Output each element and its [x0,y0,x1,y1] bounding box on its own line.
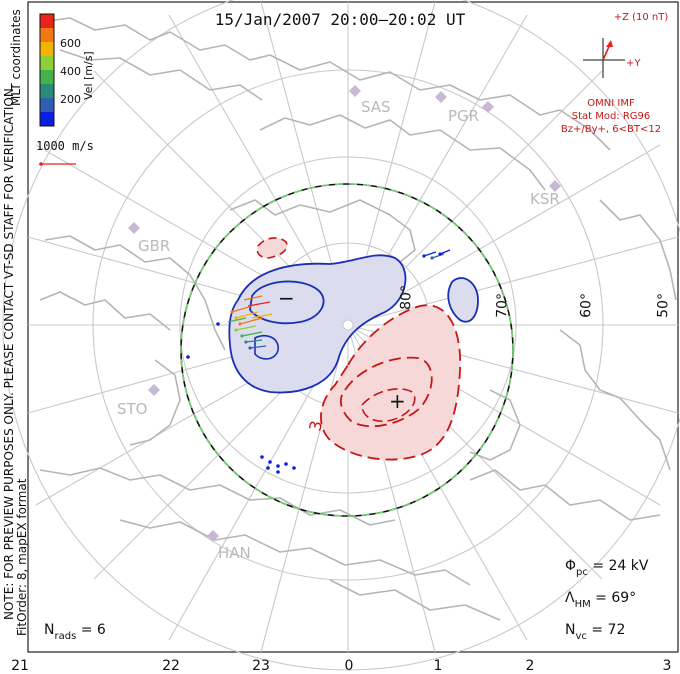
positive-potential-cell [320,304,462,461]
potential-minimum-marker: − [278,286,295,310]
radar-count: Nrads = 6 [44,622,106,642]
colorbar-segment [40,14,54,29]
station-label-han: HAN [218,544,251,562]
station-label-pgr: PGR [448,107,479,125]
station-label-gbr: GBR [138,237,170,255]
radar-station-markers [128,85,561,542]
heppner-maynard-latitude: ΛHM = 69° [565,590,636,610]
colorbar-segment [40,28,54,43]
mlt-tick-22: 22 [162,658,180,674]
colorbar-segment [40,42,54,57]
imf-source-label: OMNI IMF [587,98,635,109]
potential-maximum-marker: + [389,389,406,413]
station-label-sto: STO [117,400,148,418]
colorbar-tick-600: 600 [60,37,81,50]
mlt-tick-23: 23 [252,658,270,674]
mlt-tick-1: 1 [434,658,443,674]
coordinate-system-label: MLT coordinates [9,9,23,106]
positive-potential-small-contour [256,237,288,259]
negative-potential-left-lobe [254,334,279,360]
map-title: 15/Jan/2007 20:00–20:02 UT [215,10,466,29]
imf-z-label: +Z (10 nT) [614,12,669,23]
magnetic-pole [342,319,354,331]
lat-label-80: 80° [398,285,415,310]
contour-value-label: 3 [305,419,326,433]
fit-order-label: FitOrder: 8, mapEX format [15,478,29,636]
scale-vector-origin [39,162,43,166]
imf-condition-label: Bz+/By+, 6<BT<12 [561,124,661,135]
scale-vector-label: 1000 m/s [36,139,94,153]
colorbar-tick-400: 400 [60,65,81,78]
colorbar-tick-200: 200 [60,93,81,106]
negative-potential-small-contour [447,277,479,323]
imf-model-label: Stat Mod: RG96 [572,111,651,122]
colorbar-segment [40,84,54,99]
preview-note: NOTE: FOR PREVIEW PURPOSES ONLY. PLEASE … [2,84,16,620]
mlt-tick-21: 21 [11,658,29,674]
positive-potential-inner-contour [339,356,433,428]
station-label-sas: SAS [361,98,391,116]
velocity-colorbar [40,14,54,127]
velocity-vectors [227,249,451,349]
lat-label-50: 50° [655,293,672,318]
coastlines [39,17,677,621]
negative-potential-cell [228,254,407,394]
colorbar-segment [40,56,54,71]
plot-frame [27,1,679,653]
colorbar-outline [39,13,55,127]
cross-polar-cap-potential: Φpc = 24 kV [565,558,649,578]
negative-potential-inner-contour [249,280,325,325]
colorbar-label: Vel [m/s] [82,51,95,100]
mlt-tick-0: 0 [345,658,354,674]
colorbar-segment [40,112,54,127]
imf-vector-arrowhead [606,40,613,47]
colorbar-segment [40,70,54,85]
vector-count: Nvc = 72 [565,622,625,642]
mlt-tick-3: 3 [663,658,672,674]
colorbar-segment [40,98,54,113]
velocity-points [186,252,442,474]
imf-y-label: +Y [626,58,641,69]
lat-label-70: 70° [494,293,511,318]
mlt-tick-2: 2 [526,658,535,674]
station-label-ksr: KSR [530,190,560,208]
lat-label-60: 60° [578,293,595,318]
heppner-maynard-boundary-green [180,183,514,517]
